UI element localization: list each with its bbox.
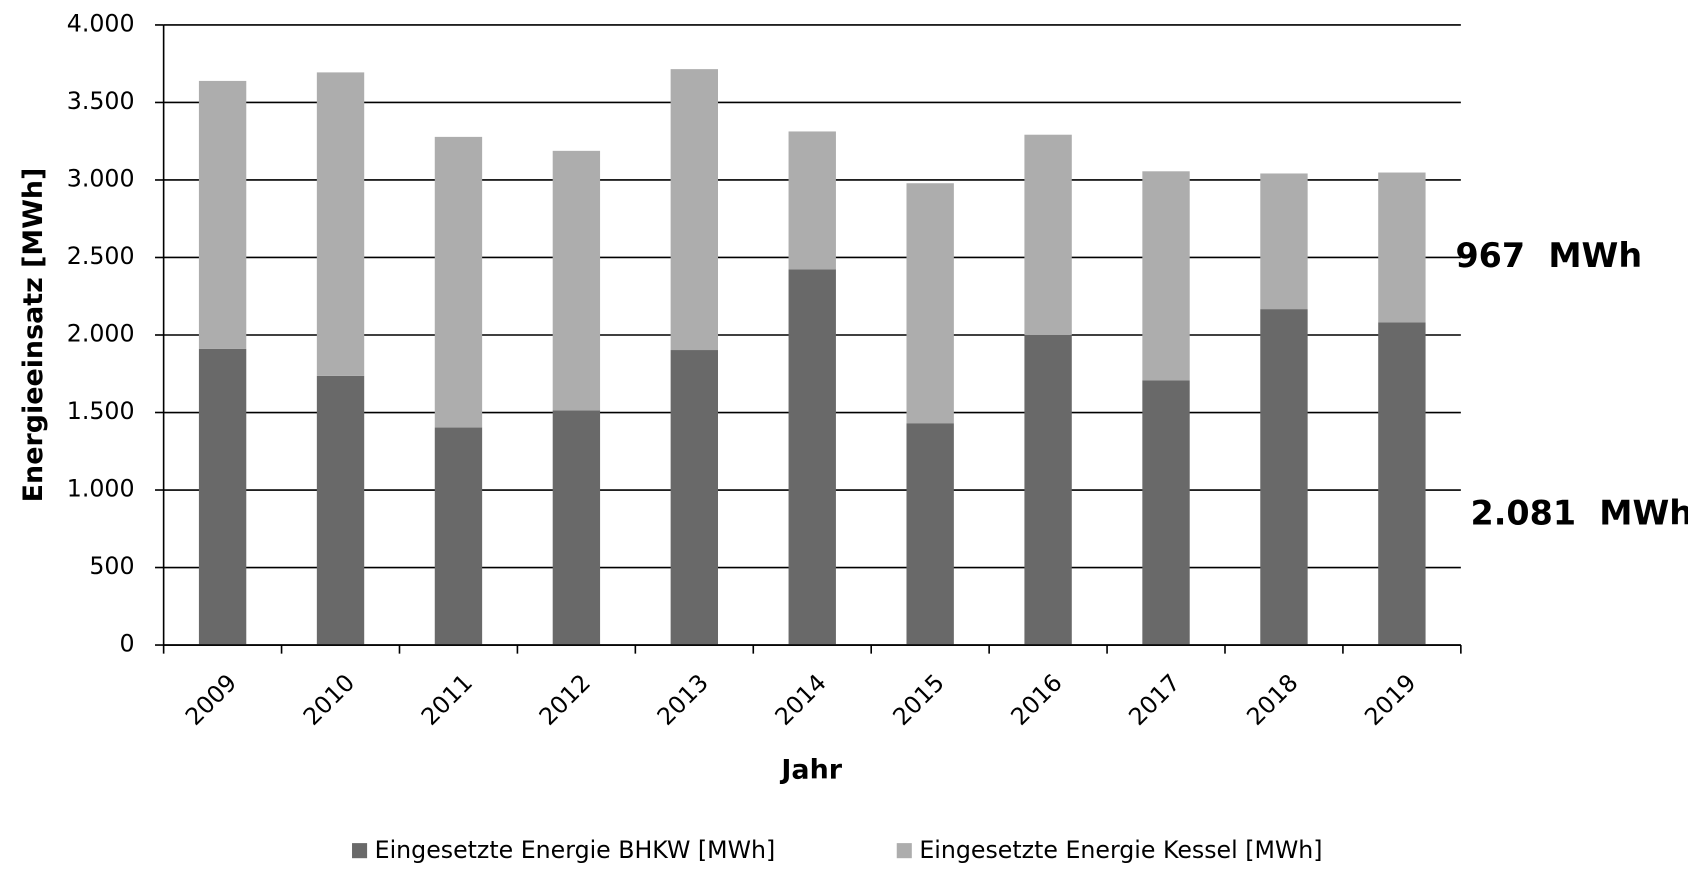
y-tick-label: 500 [89, 552, 134, 580]
x-tick-label: 2018 [1241, 669, 1303, 731]
bar-segment [670, 69, 718, 351]
legend-label: Eingesetzte Energie BHKW [MWh] [375, 836, 776, 864]
x-tick-label: 2019 [1359, 669, 1421, 731]
bar-segment [1260, 309, 1308, 646]
bar-segment [1024, 334, 1072, 646]
bar-segment [198, 348, 247, 646]
legend-swatch [896, 843, 912, 859]
bar-segment [1024, 134, 1072, 335]
x-tick-label: 2017 [1123, 669, 1185, 731]
bar-segment [198, 80, 247, 349]
x-axis-title: Jahr [779, 754, 842, 785]
annotation: 967 MWh [1455, 236, 1642, 275]
x-tick-label: 2012 [534, 669, 596, 731]
y-tick-label: 2.500 [67, 242, 135, 270]
y-tick-label: 4.000 [67, 9, 135, 37]
legend-swatch [352, 843, 368, 859]
y-tick-label: 3.500 [67, 87, 135, 115]
annotation: 2.081 MWh [1471, 493, 1688, 532]
x-tick-label: 2011 [416, 669, 478, 731]
x-tick-label: 2015 [887, 669, 949, 731]
y-tick-label: 1.000 [67, 475, 135, 503]
bar-segment [1378, 172, 1426, 323]
y-axis-title: Energieeinsatz [MWh] [18, 168, 49, 503]
x-tick-label: 2013 [652, 669, 714, 731]
bar-segment [316, 72, 365, 376]
bar-segment [552, 150, 601, 411]
x-tick-label: 2010 [298, 669, 360, 731]
bar-segment [316, 375, 365, 646]
y-tick-label: 2.000 [67, 319, 135, 347]
y-tick-label: 3.000 [67, 164, 135, 192]
bar-segment [1142, 380, 1190, 646]
bar-segment [1378, 322, 1426, 646]
bar-segment [906, 183, 954, 424]
x-tick-label: 2009 [180, 669, 242, 731]
x-tick-label: 2014 [769, 669, 831, 731]
y-tick-label: 0 [120, 630, 135, 658]
bar-segment [788, 131, 836, 270]
bar-segment [434, 427, 483, 646]
bar-segment [670, 350, 718, 646]
bar-segment [1142, 171, 1190, 381]
bar-segment [552, 410, 601, 646]
bar-segment [1260, 173, 1308, 310]
bar-segment [906, 423, 954, 646]
bar-segment [788, 269, 836, 646]
y-tick-label: 1.500 [67, 397, 135, 425]
bar-segment [434, 136, 483, 428]
legend-label: Eingesetzte Energie Kessel [MWh] [919, 836, 1322, 864]
x-tick-label: 2016 [1005, 669, 1067, 731]
